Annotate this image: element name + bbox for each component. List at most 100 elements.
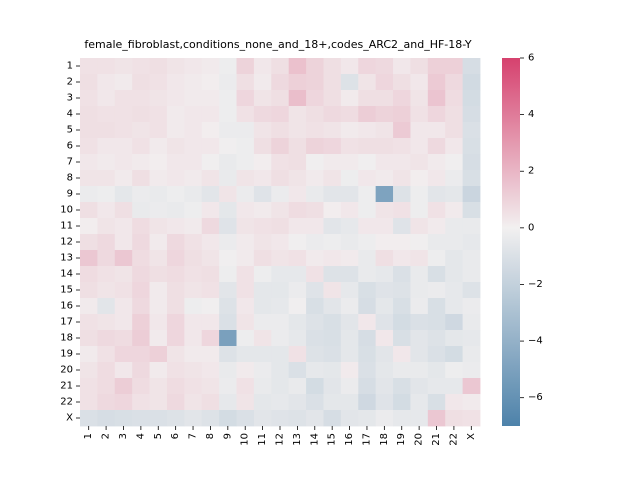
heatmap-cell-17-18 — [375, 314, 394, 331]
heatmap-cell-X-11 — [253, 410, 272, 427]
heatmap-cell-19-14 — [306, 346, 324, 363]
heatmap-cell-3-15 — [323, 90, 342, 107]
heatmap-cell-16-2 — [97, 298, 116, 315]
column-label: 4 — [135, 433, 146, 439]
heatmap-cell-2-20 — [410, 74, 429, 91]
heatmap-cell-22-22 — [445, 394, 464, 411]
heatmap-cell-8-19 — [393, 170, 411, 187]
heatmap-cell-19-6 — [166, 346, 185, 363]
heatmap-cell-22-11 — [253, 394, 272, 411]
heatmap-cell-6-17 — [358, 138, 377, 155]
heatmap-cell-18-7 — [184, 330, 203, 347]
heatmap-cell-21-4 — [132, 378, 150, 395]
heatmap-cell-1-1 — [80, 58, 98, 75]
heatmap-cell-22-16 — [340, 394, 359, 411]
heatmap-cell-20-11 — [253, 362, 272, 379]
heatmap-cell-12-6 — [166, 234, 185, 251]
heatmap-cell-13-18 — [375, 250, 394, 267]
heatmap-cell-10-11 — [253, 202, 272, 219]
heatmap-cell-12-9 — [219, 234, 237, 251]
heatmap-cell-6-10 — [236, 138, 255, 155]
heatmap-cell-14-21 — [427, 266, 446, 283]
heatmap-cell-9-13 — [288, 186, 307, 203]
heatmap-cell-8-20 — [410, 170, 429, 187]
heatmap-cell-18-2 — [97, 330, 116, 347]
heatmap-cell-18-X — [462, 330, 481, 347]
heatmap-cell-11-14 — [306, 218, 324, 235]
heatmap-cell-14-5 — [149, 266, 168, 283]
heatmap-cell-3-9 — [219, 90, 237, 107]
heatmap-cell-6-20 — [410, 138, 429, 155]
heatmap-cell-4-7 — [184, 106, 203, 123]
heatmap-cell-2-7 — [184, 74, 203, 91]
heatmap-cell-16-1 — [80, 298, 98, 315]
heatmap-cell-10-4 — [132, 202, 150, 219]
heatmap-cell-8-16 — [340, 170, 359, 187]
heatmap-cell-19-7 — [184, 346, 203, 363]
chart-title: female_fibroblast,conditions_none_and_18… — [84, 38, 472, 51]
heatmap-cell-18-21 — [427, 330, 446, 347]
heatmap-cell-8-X — [462, 170, 481, 187]
heatmap-cell-9-21 — [427, 186, 446, 203]
heatmap-cell-12-1 — [80, 234, 98, 251]
heatmap-cell-10-2 — [97, 202, 116, 219]
heatmap-cell-3-10 — [236, 90, 255, 107]
heatmap-cell-18-13 — [288, 330, 307, 347]
heatmap-cell-1-6 — [166, 58, 185, 75]
heatmap-cell-11-22 — [445, 218, 464, 235]
heatmap-cell-20-14 — [306, 362, 324, 379]
heatmap-cell-8-9 — [219, 170, 237, 187]
heatmap-cell-2-16 — [340, 74, 359, 91]
heatmap-cell-19-13 — [288, 346, 307, 363]
heatmap-cell-20-20 — [410, 362, 429, 379]
heatmap-cell-2-13 — [288, 74, 307, 91]
heatmap-cell-7-3 — [114, 154, 133, 171]
heatmap-cell-18-14 — [306, 330, 324, 347]
heatmap-cell-16-6 — [166, 298, 185, 315]
heatmap-cell-1-15 — [323, 58, 342, 75]
heatmap-cell-22-19 — [393, 394, 411, 411]
heatmap-cell-17-2 — [97, 314, 116, 331]
heatmap-cell-12-21 — [427, 234, 446, 251]
heatmap-cell-14-1 — [80, 266, 98, 283]
heatmap-cell-13-10 — [236, 250, 255, 267]
heatmap-cell-14-19 — [393, 266, 411, 283]
heatmap-cell-5-8 — [201, 122, 220, 139]
heatmap-cell-17-14 — [306, 314, 324, 331]
heatmap-cell-22-18 — [375, 394, 394, 411]
heatmap-cell-2-1 — [80, 74, 98, 91]
heatmap-cell-8-12 — [271, 170, 290, 187]
heatmap-cell-13-2 — [97, 250, 116, 267]
heatmap-cell-1-22 — [445, 58, 464, 75]
heatmap-cell-13-14 — [306, 250, 324, 267]
heatmap-cell-15-2 — [97, 282, 116, 299]
heatmap-cell-4-5 — [149, 106, 168, 123]
heatmap-cell-8-13 — [288, 170, 307, 187]
heatmap-cell-8-4 — [132, 170, 150, 187]
heatmap-cell-19-20 — [410, 346, 429, 363]
heatmap-cell-19-19 — [393, 346, 411, 363]
heatmap-cell-X-18 — [375, 410, 394, 427]
heatmap-cell-6-14 — [306, 138, 324, 155]
heatmap-cell-16-9 — [219, 298, 237, 315]
heatmap-cell-14-17 — [358, 266, 377, 283]
heatmap-cell-10-19 — [393, 202, 411, 219]
heatmap-cell-18-9 — [219, 330, 237, 347]
heatmap-cell-5-20 — [410, 122, 429, 139]
heatmap-cell-18-19 — [393, 330, 411, 347]
heatmap-cell-5-16 — [340, 122, 359, 139]
heatmap-cell-2-18 — [375, 74, 394, 91]
heatmap-cell-1-13 — [288, 58, 307, 75]
heatmap-cell-22-12 — [271, 394, 290, 411]
heatmap-cell-15-14 — [306, 282, 324, 299]
heatmap-cell-7-17 — [358, 154, 377, 171]
colorbar-tick-label: 6 — [528, 53, 534, 64]
heatmap-cell-13-16 — [340, 250, 359, 267]
heatmap-cell-10-3 — [114, 202, 133, 219]
heatmap-cell-5-14 — [306, 122, 324, 139]
heatmap-cell-6-16 — [340, 138, 359, 155]
heatmap-cell-16-14 — [306, 298, 324, 315]
heatmap-cell-5-6 — [166, 122, 185, 139]
heatmap-cell-17-X — [462, 314, 481, 331]
heatmap-cell-19-11 — [253, 346, 272, 363]
